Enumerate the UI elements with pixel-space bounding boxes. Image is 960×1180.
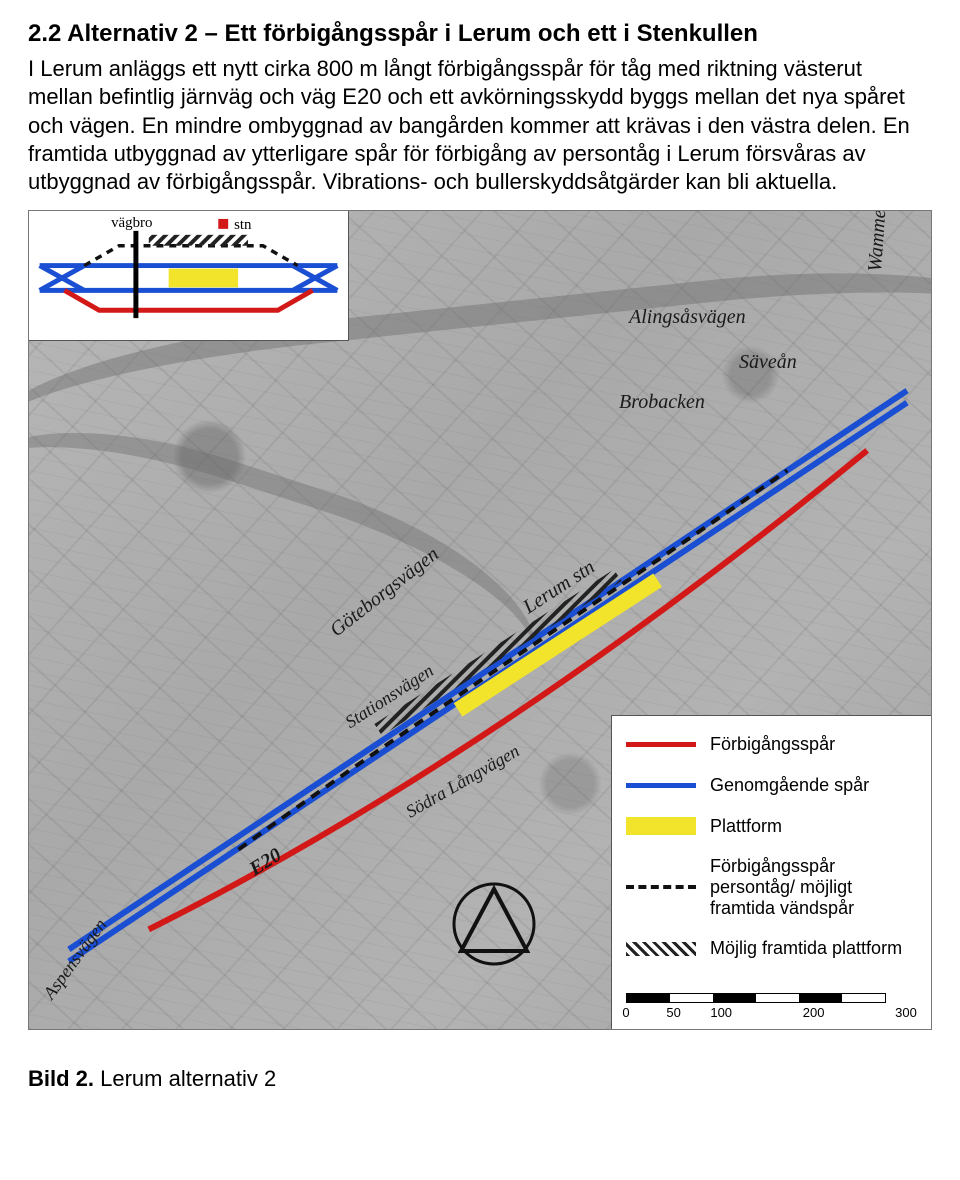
swatch-blue-line: [626, 783, 696, 788]
figure-caption: Bild 2. Lerum alternativ 2: [28, 1066, 932, 1092]
label-brobacken: Brobacken: [619, 391, 705, 414]
swatch-yellow: [626, 817, 696, 835]
inset-label-vagbro: vägbro: [111, 215, 152, 231]
caption-text: Lerum alternativ 2: [94, 1066, 276, 1091]
scalebar: 0 50 100 200 300: [626, 979, 917, 1021]
legend-row-hatch: Möjlig framtida plattform: [626, 938, 917, 959]
scalebar-bar: [626, 993, 886, 1003]
label-alingsasvagen: Alingsåsvägen: [629, 306, 746, 329]
scalebar-ticks: 0 50 100 200 300: [626, 1005, 906, 1021]
legend-label-2: Plattform: [710, 816, 917, 837]
legend-box: Förbigångsspår Genomgående spår Plattfor…: [611, 715, 931, 1029]
label-savean: Säveån: [739, 351, 797, 374]
legend-row-forbigangsspar: Förbigångsspår: [626, 734, 917, 755]
caption-bold: Bild 2.: [28, 1066, 94, 1091]
map-figure: vägbro stn Alingsåsvägen Säveån Wamme br…: [28, 210, 932, 1030]
legend-label-0: Förbigångsspår: [710, 734, 917, 755]
swatch-red-line: [626, 742, 696, 747]
north-arrow: [449, 879, 539, 969]
legend-row-dashed: Förbigångsspår persontåg/ möjligt framti…: [626, 856, 917, 918]
legend-row-plattform: Plattform: [626, 816, 917, 837]
inset-schematic: vägbro stn: [29, 211, 349, 341]
legend-label-4: Möjlig framtida plattform: [710, 938, 917, 959]
section-body: I Lerum anläggs ett nytt cirka 800 m lån…: [28, 55, 932, 196]
legend-label-1: Genomgående spår: [710, 775, 917, 796]
swatch-hatch: [626, 942, 696, 956]
legend-row-genomgaende: Genomgående spår: [626, 775, 917, 796]
legend-label-3: Förbigångsspår persontåg/ möjligt framti…: [710, 856, 917, 918]
swatch-dashed: [626, 885, 696, 889]
section-heading: 2.2 Alternativ 2 – Ett förbigångsspår i …: [28, 18, 932, 49]
inset-label-stn: stn: [234, 217, 252, 233]
